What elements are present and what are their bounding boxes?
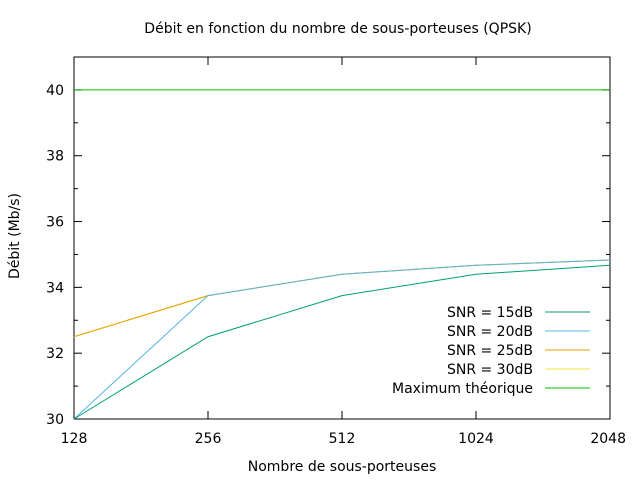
x-tick-label: 1024 <box>458 431 494 447</box>
chart-title: Débit en fonction du nombre de sous-port… <box>144 21 531 37</box>
x-axis-label: Nombre de sous-porteuses <box>248 459 437 475</box>
legend-label-2: SNR = 20dB <box>447 324 533 340</box>
plot-area: 30 32 34 36 38 40 128 256 512 1024 2048 SNR = 15dB S… <box>46 56 626 447</box>
legend-label-1: SNR = 15dB <box>447 305 533 321</box>
legend-label-3: SNR = 25dB <box>447 343 533 359</box>
legend-label-4: SNR = 30dB <box>447 362 533 378</box>
y-tick-label: 36 <box>46 215 64 231</box>
x-tick-label: 2048 <box>590 431 626 447</box>
series-line-1 <box>73 264 611 420</box>
y-tick-label: 30 <box>46 412 64 428</box>
y-tick-label: 32 <box>46 346 64 362</box>
x-tick-label: 128 <box>61 431 88 447</box>
y-tick-label: 34 <box>46 280 64 296</box>
y-axis-label: Débit (Mb/s) <box>7 193 23 279</box>
series-line-2 <box>73 259 611 420</box>
y-tick-label: 38 <box>46 149 64 165</box>
x-tick-label: 256 <box>195 431 222 447</box>
y-tick-label: 40 <box>46 83 64 99</box>
x-tick-label: 512 <box>329 431 356 447</box>
legend-label-5: Maximum théorique <box>392 381 533 397</box>
